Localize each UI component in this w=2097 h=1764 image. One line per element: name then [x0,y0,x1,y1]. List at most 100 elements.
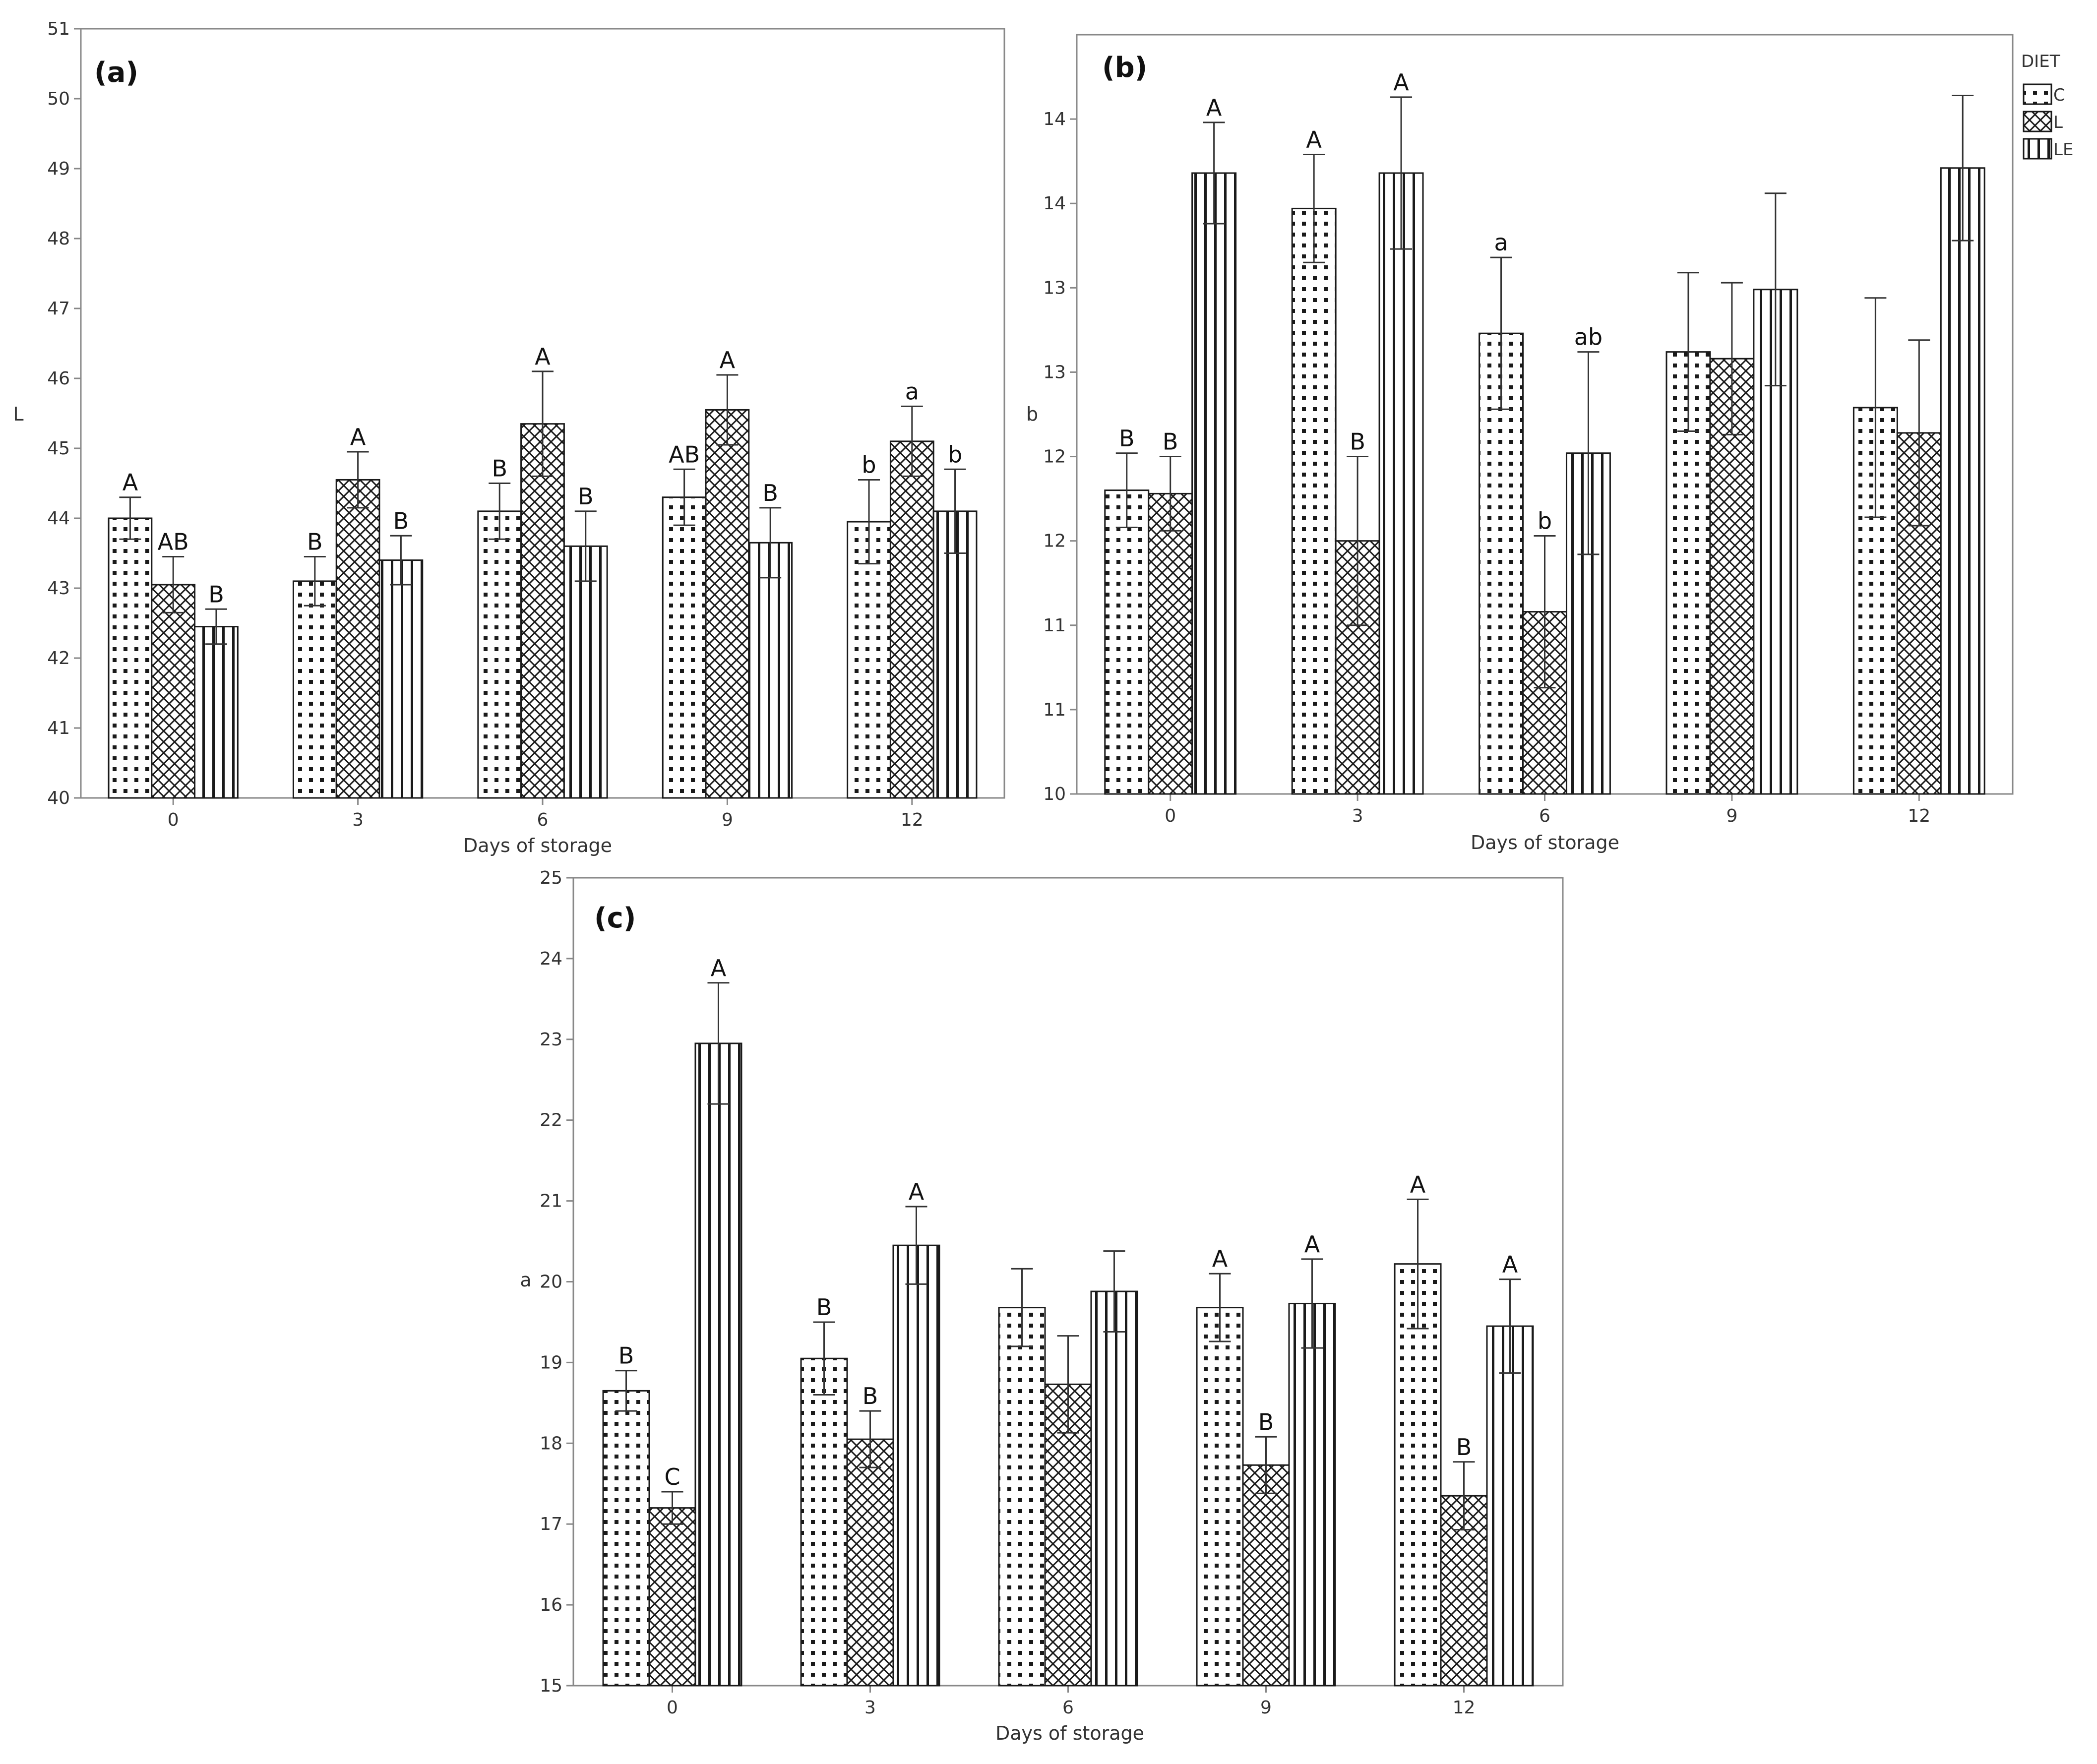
significance-label: B [208,581,224,608]
legend-label-c: C [2053,85,2065,105]
significance-label: B [307,529,323,555]
y-tick-label: 13 [1043,278,1066,298]
significance-label: B [1350,428,1365,455]
x-tick-label: 12 [1908,806,1930,826]
x-tick-label: 12 [1453,1698,1476,1718]
significance-label: A [1502,1251,1518,1278]
significance-label: b [1538,507,1552,534]
y-tick-label: 45 [47,438,70,459]
y-tick-label: 11 [1043,615,1066,636]
y-tick-label: 41 [47,718,70,738]
bar-le [378,559,424,799]
significance-label: A [1206,94,1222,121]
y-tick-label: 50 [47,89,70,109]
significance-label: B [1163,428,1178,455]
bar-le [694,1042,742,1687]
bar-l [1148,492,1193,795]
legend-item-le: LE [2023,138,2073,160]
bar-l [520,423,565,799]
x-tick-label: 3 [864,1698,876,1718]
legend: DIET C L LE [2021,52,2073,160]
significance-label: ab [1574,324,1603,351]
legend-label-le: LE [2053,140,2073,160]
bar-c [602,1390,650,1687]
y-tick-label: 49 [47,159,70,179]
bar-l [335,479,380,799]
y-tick-label: 42 [47,648,70,669]
x-tick-label: 12 [901,810,924,830]
significance-label: B [863,1383,878,1409]
x-tick-label: 0 [667,1698,678,1718]
y-axis: 10 11 11 12 12 13 13 14 14 0 3 6 9 12 [1043,109,1930,826]
y-tick-label: 48 [47,229,70,249]
significance-label: B [1456,1434,1472,1460]
y-tick-label: 11 [1043,700,1066,720]
y-tick-label: 10 [1043,784,1066,804]
bar-c [847,521,891,799]
significance-label: A [1212,1245,1228,1272]
legend-swatch-le [2023,138,2052,160]
x-tick-label: 6 [1062,1698,1074,1718]
significance-label: A [1304,1231,1320,1258]
significance-label: B [1258,1408,1274,1435]
significance-label: A [909,1178,925,1205]
y-tick-label: 46 [47,368,70,389]
x-axis-title: Days of storage [463,835,612,856]
y-tick-label: 19 [540,1352,562,1373]
legend-label-l: L [2053,113,2063,132]
bar-le [563,545,608,799]
legend-title: DIET [2021,52,2060,71]
bar-l [1044,1383,1092,1687]
y-tick-label: 40 [47,788,70,808]
y-axis-title: L [13,403,23,425]
significance-label: A [1306,126,1322,153]
significance-label: B [492,455,507,482]
significance-label: A [350,424,366,450]
bar-l [846,1438,894,1687]
bar-l [151,584,196,799]
bar-l [705,409,750,799]
panel-label: (c) [594,902,636,934]
bar-le [748,542,793,799]
y-tick-label: 18 [540,1433,562,1454]
bar-le [194,626,239,799]
significance-label: A [1393,69,1409,96]
significance-label: a [905,378,919,405]
x-tick-label: 6 [1539,806,1550,826]
significance-label: B [762,480,778,506]
significance-label: B [1119,425,1135,452]
x-tick-label: 9 [1726,806,1737,826]
y-tick-label: 14 [1043,193,1066,214]
bar-le [1090,1290,1138,1687]
bar-le [932,510,978,799]
y-axis: 15 16 17 18 19 20 21 22 23 24 25 0 3 6 9 12 [540,868,1475,1718]
y-tick-label: 47 [47,299,70,319]
bar-c [1291,207,1337,795]
y-tick-label: 22 [540,1110,562,1131]
bar-l [1242,1464,1290,1687]
bar-c [108,517,153,799]
y-tick-label: 15 [540,1676,562,1696]
y-tick-label: 14 [1043,109,1066,129]
significance-label: B [618,1342,634,1369]
y-tick-label: 12 [1043,447,1066,467]
bar-le [1288,1302,1336,1687]
bar-c [998,1307,1046,1687]
x-axis-title: Days of storage [1471,832,1619,853]
significance-label: C [664,1463,680,1490]
x-tick-label: 0 [1165,806,1176,826]
significance-label: AB [158,529,189,555]
significance-label: A [711,955,727,981]
significance-label: A [123,469,138,496]
x-tick-label: 3 [1352,806,1363,826]
significance-label: B [578,483,594,510]
panel-label: (a) [94,57,138,89]
bar-l [648,1507,696,1687]
y-tick-label: 20 [540,1272,562,1292]
y-tick-label: 24 [540,949,562,969]
